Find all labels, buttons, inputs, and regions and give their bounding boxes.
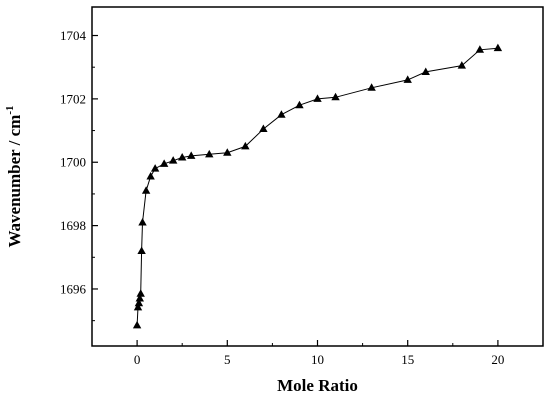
data-point-triangle xyxy=(403,75,412,83)
x-tick-label: 10 xyxy=(311,352,324,367)
data-point-triangle xyxy=(134,298,144,307)
x-tick-label: 5 xyxy=(224,352,231,367)
data-point-triangle xyxy=(146,172,155,180)
y-axis-title-main: Wavenumber / cm xyxy=(5,115,24,248)
data-point-triangle xyxy=(133,302,143,311)
y-axis-title: Wavenumber / cm-1 xyxy=(4,105,24,247)
data-point-triangle xyxy=(457,61,467,69)
y-tick-label: 1702 xyxy=(60,91,86,106)
y-tick-label: 1698 xyxy=(60,218,86,233)
y-axis-title-group: Wavenumber / cm-1 xyxy=(4,105,24,247)
data-point-triangle xyxy=(178,152,187,161)
data-point-triangle xyxy=(259,124,268,132)
data-point-triangle xyxy=(313,94,322,102)
tick-group: 0 5 10 15 20 1696 1698 1700 1702 1704 xyxy=(60,28,504,367)
data-point-triangle xyxy=(150,164,160,172)
data-point-triangle xyxy=(168,156,178,164)
data-point-triangle xyxy=(295,100,304,109)
data-point-triangle xyxy=(493,43,503,52)
series-line xyxy=(136,47,498,326)
data-point-triangle xyxy=(141,186,151,194)
data-point-triangle xyxy=(187,151,196,159)
y-axis-title-superscript: -1 xyxy=(4,105,16,114)
data-point-triangle xyxy=(135,293,145,302)
data-point-triangle xyxy=(137,246,146,254)
data-point-triangle xyxy=(136,289,145,297)
data-point-triangle xyxy=(132,320,142,329)
x-tick-label: 20 xyxy=(491,352,504,367)
y-tick-label: 1700 xyxy=(60,155,86,170)
data-point-triangle xyxy=(331,92,340,101)
plot-frame xyxy=(91,6,544,347)
x-tick-label: 15 xyxy=(401,352,414,367)
data-point-triangle xyxy=(223,148,232,156)
x-axis-title: Mole Ratio xyxy=(277,376,358,395)
plot-area xyxy=(91,6,544,347)
y-tick-label: 1704 xyxy=(60,28,87,43)
data-point-triangle xyxy=(159,159,169,167)
y-tick-label: 1696 xyxy=(60,281,87,296)
data-point-triangle xyxy=(475,45,485,53)
data-point-triangle xyxy=(277,110,286,118)
x-tick-label: 0 xyxy=(134,352,141,367)
data-point-triangle xyxy=(205,149,214,158)
series-group xyxy=(132,43,503,329)
data-point-triangle xyxy=(421,67,430,75)
data-point-triangle xyxy=(367,83,376,91)
data-point-triangle xyxy=(241,141,250,150)
data-point-triangle xyxy=(138,217,147,226)
